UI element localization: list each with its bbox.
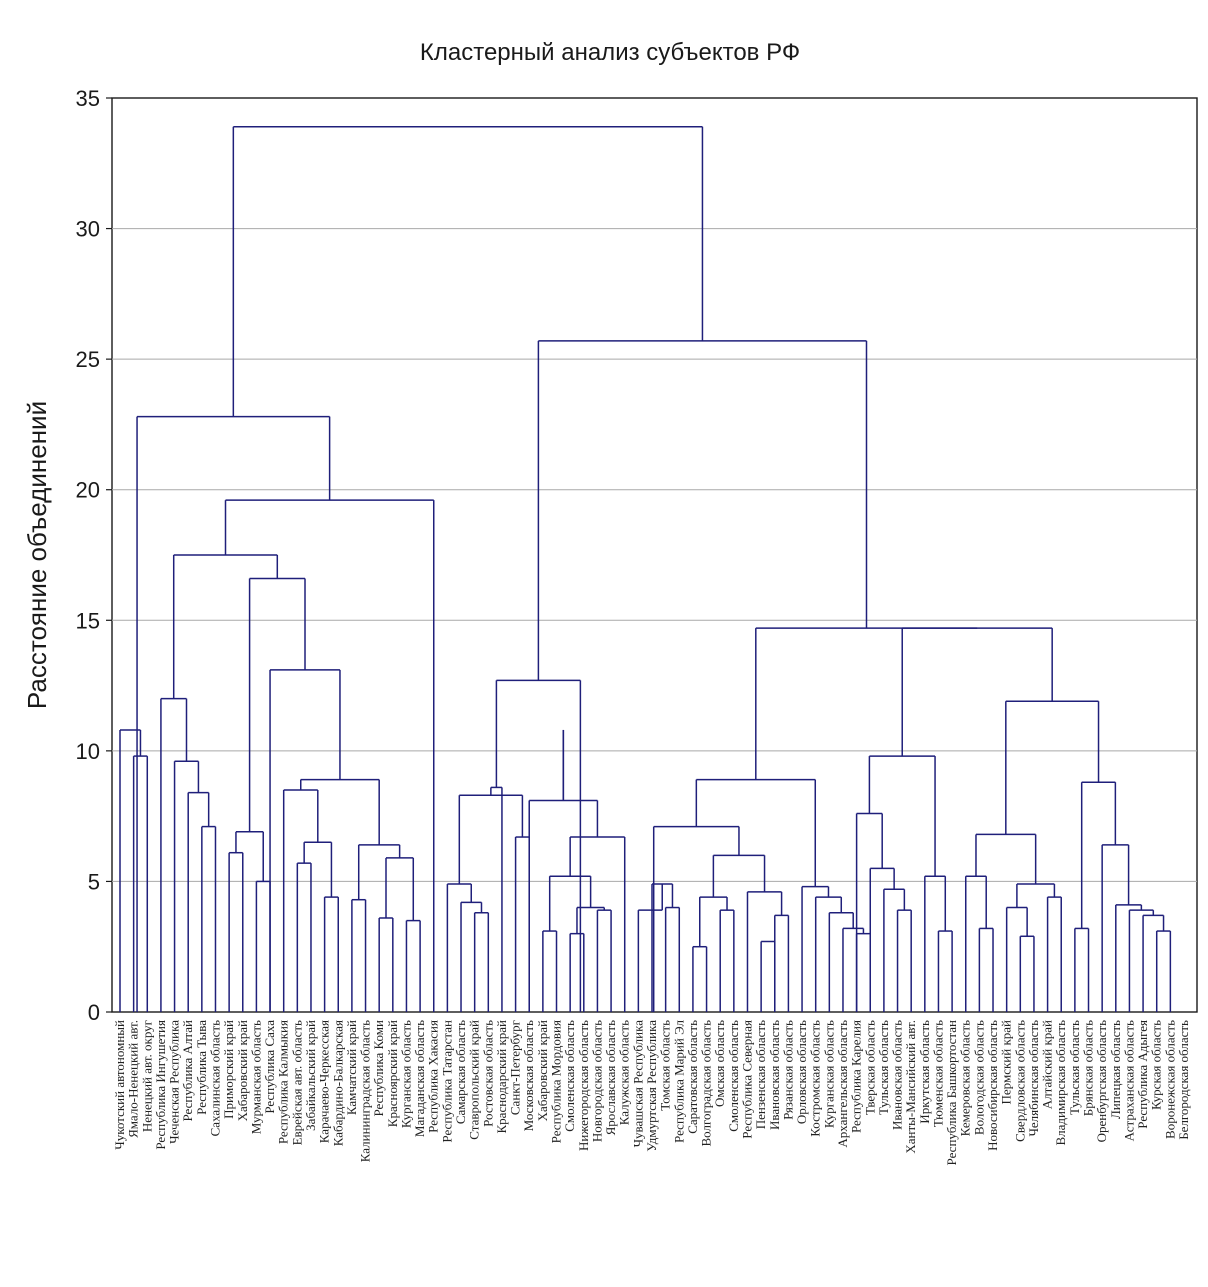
leaf-label: Забайкальский край — [303, 1020, 318, 1131]
leaf-label: Тюменская область — [930, 1020, 945, 1127]
leaf-label: Карачаево-Черкесская — [317, 1020, 332, 1143]
y-tick-label: 0 — [88, 1000, 100, 1025]
leaf-label: Новгородская область — [589, 1020, 604, 1142]
leaf-label: Саратовская область — [685, 1020, 700, 1134]
leaf-label: Кабардино-Балкарская — [330, 1020, 345, 1146]
leaf-label: Костромская область — [808, 1020, 823, 1137]
leaf-label: Мурманская область — [248, 1020, 263, 1134]
leaf-label: Республика Саха — [262, 1020, 277, 1114]
leaf-label: Смоленская область — [562, 1020, 577, 1132]
leaf-label: Приморский край — [221, 1020, 236, 1119]
leaf-label: Курганская область — [821, 1020, 836, 1128]
y-tick-label: 25 — [76, 347, 100, 372]
leaf-label: Смоленская область — [726, 1020, 741, 1132]
leaf-label: Республика Ингушетия — [153, 1020, 168, 1150]
leaf-label: Томская область — [658, 1020, 673, 1111]
leaf-label: Тверская область — [862, 1020, 877, 1115]
leaf-label: Краснодарский край — [494, 1020, 509, 1134]
leaf-label: Ивановская область — [767, 1020, 782, 1130]
leaf-label: Республика Мордовия — [549, 1020, 564, 1143]
leaf-label: Хабаровский край — [235, 1020, 250, 1121]
leaf-label: Чукотский автономный — [112, 1020, 127, 1150]
leaf-label: Санкт-Петербург — [508, 1020, 523, 1115]
leaf-label: Пермский край — [999, 1020, 1014, 1105]
leaf-label: Ивановская область — [890, 1020, 905, 1130]
leaf-label: Ярославская область — [603, 1020, 618, 1135]
leaf-label: Нижегородская область — [576, 1020, 591, 1151]
leaf-label: Ханты-Мансийский авт. — [903, 1020, 918, 1154]
leaf-label: Сахалинская область — [207, 1020, 222, 1136]
leaf-label: Рязанская область — [780, 1020, 795, 1120]
leaf-label: Республика Карелия — [849, 1020, 864, 1133]
leaf-label: Новосибирская область — [985, 1020, 1000, 1151]
leaf-label: Ямало-Ненецкий авт. — [126, 1020, 141, 1138]
leaf-label: Камчатский край — [344, 1020, 359, 1115]
leaf-label: Республика Коми — [371, 1020, 386, 1117]
leaf-label: Республика Марий Эл — [671, 1019, 686, 1142]
leaf-label: Чувашская Республика — [630, 1020, 645, 1148]
leaf-label: Еврейская авт. область — [289, 1020, 304, 1145]
leaf-label: Калужская область — [617, 1020, 632, 1125]
leaf-label: Красноярский край — [385, 1020, 400, 1127]
leaf-label: Тульская область — [1067, 1020, 1082, 1115]
leaf-label: Удмуртская Республика — [644, 1020, 659, 1152]
leaf-label: Липецкая область — [1108, 1020, 1123, 1119]
dendrogram-links — [119, 125, 1172, 1012]
leaf-label: Республика Тыва — [194, 1020, 209, 1115]
leaf-label: Челябинская область — [1026, 1020, 1041, 1137]
leaf-label: Чеченская Республика — [167, 1020, 182, 1144]
leaf-label: Московская область — [521, 1020, 536, 1131]
leaf-label: Владимирская область — [1053, 1020, 1068, 1146]
y-tick-label: 5 — [88, 869, 100, 894]
gridlines — [112, 228, 1197, 882]
leaf-label: Республика Северная — [739, 1020, 754, 1139]
y-tick-label: 15 — [76, 608, 100, 633]
leaf-label: Хабаровский край — [535, 1020, 550, 1121]
leaf-label: Брянская область — [1081, 1020, 1096, 1116]
y-tick-label: 30 — [76, 217, 100, 242]
leaf-label: Ростовская область — [480, 1020, 495, 1127]
leaf-label: Калининградская область — [358, 1020, 373, 1162]
y-axis-label: Расстояние объединений — [22, 401, 52, 709]
leaf-label: Вологодская область — [971, 1020, 986, 1135]
leaf-label: Пензенская область — [753, 1020, 768, 1129]
leaf-label: Иркутская область — [917, 1020, 932, 1124]
leaf-label: Курганская область — [398, 1020, 413, 1128]
leaf-label: Омская область — [712, 1020, 727, 1107]
leaf-label: Ненецкий авт. округ — [139, 1020, 154, 1132]
leaf-label: Волгоградская область — [699, 1020, 714, 1147]
leaf-label: Ставропольский край — [467, 1020, 482, 1140]
leaf-label: Белгородская область — [1176, 1020, 1191, 1140]
leaf-label: Тульская область — [876, 1020, 891, 1115]
leaf-label: Магаданская область — [412, 1020, 427, 1137]
leaf-label: Республика Татарстан — [439, 1020, 454, 1143]
y-tick-label: 10 — [76, 739, 100, 764]
leaf-label: Республика Адыгея — [1135, 1020, 1150, 1129]
leaf-label: Алтайский край — [1040, 1020, 1055, 1109]
chart-title: Кластерный анализ субъектов РФ — [420, 39, 800, 66]
leaf-label: Кемеровская область — [958, 1020, 973, 1136]
leaf-label: Свердловская область — [1012, 1020, 1027, 1142]
leaf-label: Орловская область — [794, 1020, 809, 1124]
leaf-label: Республика Хакасия — [426, 1020, 441, 1133]
plot-frame — [111, 97, 1198, 1013]
leaf-label: Республика Башкортостан — [944, 1020, 959, 1166]
leaf-label: Республика Алтай — [180, 1020, 195, 1122]
leaf-label: Астраханская область — [1121, 1020, 1136, 1141]
leaf-label: Воронежская область — [1162, 1020, 1177, 1139]
y-tick-label: 35 — [76, 86, 100, 111]
leaf-label: Республика Калмыкия — [276, 1020, 291, 1144]
y-tick-label: 20 — [76, 478, 100, 503]
y-axis: 0 5 10 15 20 25 30 35 — [76, 86, 112, 1025]
leaf-label: Курская область — [1149, 1020, 1164, 1110]
leaf-label: Архангельская область — [835, 1020, 850, 1148]
leaf-label: Оренбургская область — [1094, 1020, 1109, 1142]
leaf-label: Самарская область — [453, 1020, 468, 1124]
